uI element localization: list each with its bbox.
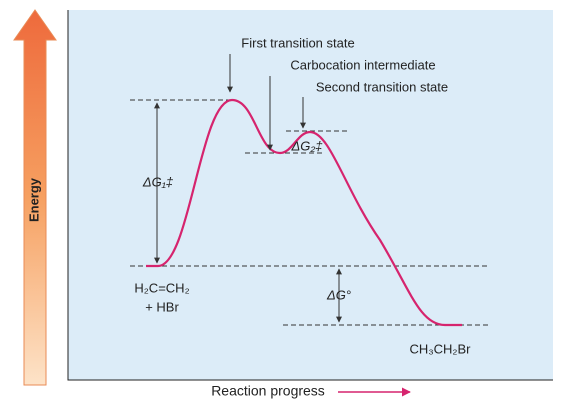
y-axis-label: Energy [26, 177, 41, 222]
energy-arrow [13, 9, 57, 386]
dg2-label: ΔG₂‡ [290, 138, 323, 153]
energy-curve [146, 98, 462, 327]
reactant-label: H₂C=CH₂ [134, 280, 189, 295]
axes [67, 10, 553, 381]
product-label: CH₃CH₂Br [410, 341, 472, 356]
x-axis-label: Reaction progress [211, 383, 325, 399]
intermediate-label: Carbocation intermediate [290, 57, 435, 72]
first-ts-label: First transition state [241, 35, 354, 50]
second-ts-label: Second transition state [316, 79, 448, 94]
dg0-label: ΔG° [326, 287, 351, 302]
plot-area [68, 10, 553, 380]
reactant-label: + HBr [145, 299, 179, 314]
arrows [154, 54, 411, 397]
dg1-label: ΔG₁‡ [142, 174, 174, 189]
